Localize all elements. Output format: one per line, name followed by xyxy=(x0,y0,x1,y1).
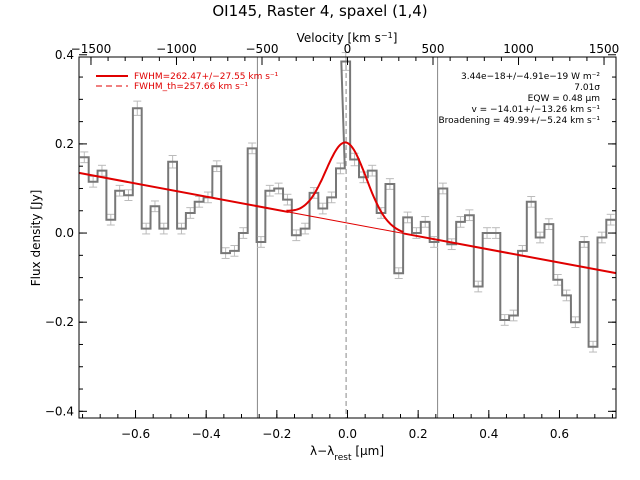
legend-entry-fwhm-th: FWHM_th=257.66 km s⁻¹ xyxy=(134,82,249,92)
top-axis-label-main: Velocity [km s xyxy=(297,31,381,45)
x-tick-label: −0.2 xyxy=(262,427,291,441)
annotation-velocity: v = −14.01+/−13.26 km s⁻¹ xyxy=(471,105,600,115)
top-tick-label: −500 xyxy=(246,42,279,56)
x-axis-label-unit: [μm] xyxy=(352,444,385,458)
top-tick-label: −1000 xyxy=(156,42,197,56)
top-axis-label-end: ] xyxy=(393,31,398,45)
chart-title: OI145, Raster 4, spaxel (1,4) xyxy=(212,2,427,20)
x-tick-label: 0.0 xyxy=(338,427,357,441)
x-axis-label: λ−λrest [μm] xyxy=(310,444,384,463)
top-tick-label: 0 xyxy=(344,42,352,56)
top-tick-label: −1500 xyxy=(71,42,112,56)
top-axis-label: Velocity [km s−1] xyxy=(297,31,398,46)
velocity-marker-lines xyxy=(256,57,439,418)
y-axis-label: Flux density [Jy] xyxy=(29,190,43,287)
legend-entry-fwhm: FWHM=262.47+/−27.55 km s⁻¹ xyxy=(134,72,279,82)
spectrum-line xyxy=(79,60,616,348)
top-tick-label: 500 xyxy=(422,42,445,56)
annotation-broadening: Broadening = 49.99+/−5.24 km s⁻¹ xyxy=(439,116,601,126)
y-tick-label: −0.2 xyxy=(45,315,74,329)
x-tick-label: −0.4 xyxy=(192,427,221,441)
axis-ticks xyxy=(79,54,616,418)
y-tick-label: 0.4 xyxy=(55,48,74,62)
x-tick-label: 0.6 xyxy=(550,427,569,441)
top-axis-label-sup: −1 xyxy=(381,31,393,40)
spectrum-series xyxy=(79,60,616,348)
top-tick-label: 1000 xyxy=(503,42,534,56)
annotation-significance: 7.01σ xyxy=(574,83,600,93)
annotation-line-flux: 3.44e−18+/−4.91e−19 W m⁻² xyxy=(461,72,600,82)
fit-annotations: 3.44e−18+/−4.91e−19 W m⁻² 7.01σ EQW = 0.… xyxy=(439,72,601,126)
top-tick-label: 1500 xyxy=(589,42,620,56)
annotation-eqw: EQW = 0.48 μm xyxy=(528,94,600,104)
x-tick-label: 0.4 xyxy=(479,427,498,441)
y-tick-label: 0.0 xyxy=(55,226,74,240)
tick-labels: −0.6 −0.4 −0.2 0.0 0.2 0.4 0.6 −0.4 −0.2 0.0 0.2 0.… xyxy=(45,42,619,441)
x-axis-label-main: λ−λ xyxy=(310,444,334,458)
fit-series xyxy=(78,141,617,275)
fit-line-right xyxy=(403,232,617,275)
y-tick-label: −0.4 xyxy=(45,404,74,418)
y-tick-label: 0.2 xyxy=(55,137,74,151)
legend: FWHM=262.47+/−27.55 km s⁻¹ FWHM_th=257.6… xyxy=(96,72,279,92)
fit-line-left xyxy=(78,141,404,233)
x-tick-label: 0.2 xyxy=(409,427,428,441)
x-axis-label-sub: rest xyxy=(334,453,352,463)
x-tick-label: −0.6 xyxy=(121,427,150,441)
